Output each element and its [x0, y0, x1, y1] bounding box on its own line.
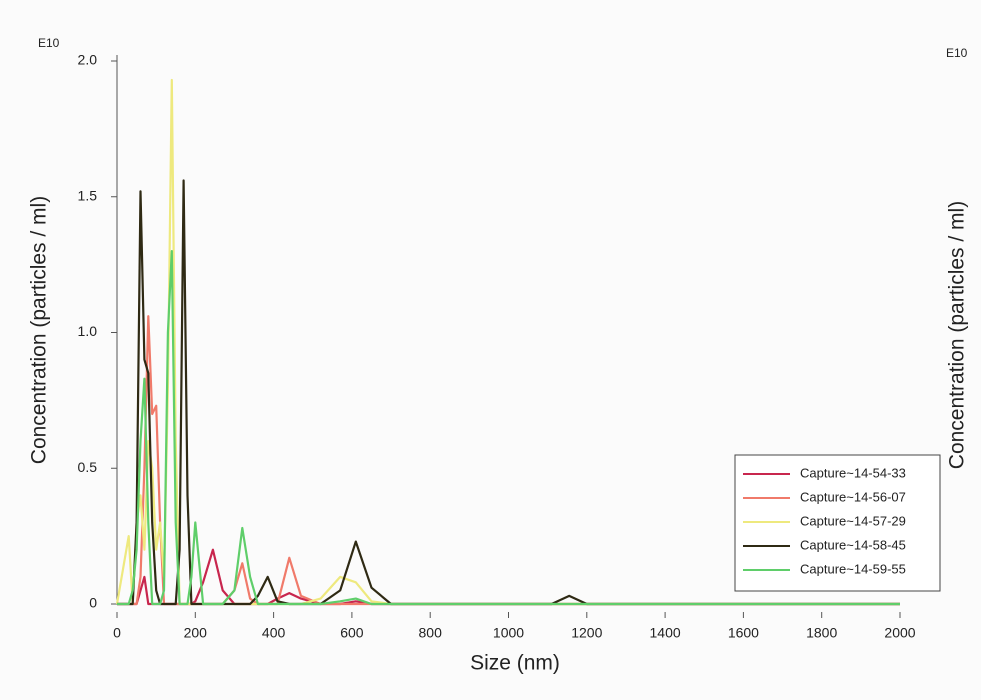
y-tick-label: 0 — [89, 595, 97, 611]
series-line — [117, 250, 900, 606]
y-tick-label: 1.5 — [78, 187, 98, 203]
x-tick-label: 2000 — [884, 625, 915, 641]
legend-label: Capture~14-54-33 — [800, 465, 906, 480]
x-axis-label: Size (nm) — [470, 652, 560, 675]
x-tick-label: 400 — [262, 625, 286, 641]
y-tick-label: 0.5 — [78, 459, 98, 475]
x-tick-label: 200 — [184, 625, 208, 641]
y-axis-label: Concentration (particles / ml) — [28, 196, 51, 464]
x-tick-label: 600 — [340, 625, 364, 641]
y-multiplier: E10 — [38, 36, 60, 50]
series-line — [117, 548, 900, 606]
x-tick-label: 800 — [419, 625, 443, 641]
x-tick-label: 1600 — [728, 625, 759, 641]
x-tick-label: 1200 — [571, 625, 602, 641]
legend-label: Capture~14-59-55 — [800, 561, 906, 576]
y2-axis-label: Concentration (particles / ml) — [946, 201, 969, 469]
x-tick-label: 1400 — [650, 625, 681, 641]
legend-label: Capture~14-58-45 — [800, 537, 906, 552]
x-tick-label: 1000 — [493, 625, 524, 641]
legend-label: Capture~14-57-29 — [800, 513, 906, 528]
y-tick-label: 2.0 — [78, 52, 98, 68]
y-tick-label: 1.0 — [78, 323, 98, 339]
x-tick-label: 0 — [113, 625, 121, 641]
legend-label: Capture~14-56-07 — [800, 489, 906, 504]
y2-multiplier: E10 — [946, 46, 968, 60]
x-tick-label: 1800 — [806, 625, 837, 641]
